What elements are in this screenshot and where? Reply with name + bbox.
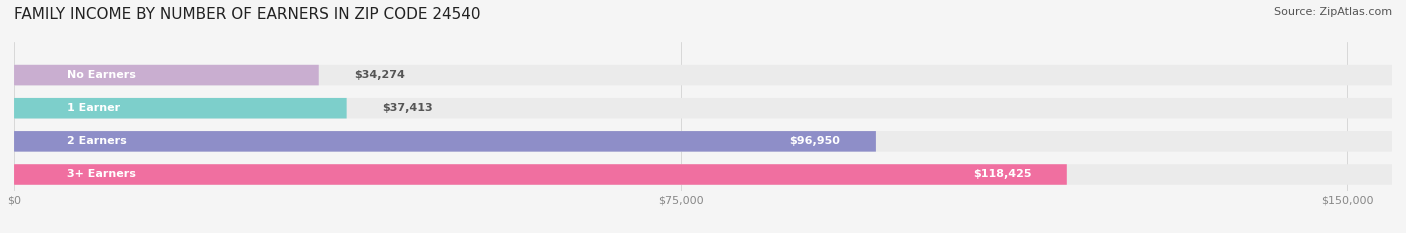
Text: $118,425: $118,425 bbox=[973, 169, 1031, 179]
FancyBboxPatch shape bbox=[14, 65, 1392, 85]
Text: $37,413: $37,413 bbox=[382, 103, 433, 113]
Text: No Earners: No Earners bbox=[67, 70, 136, 80]
FancyBboxPatch shape bbox=[14, 164, 1392, 185]
Text: 1 Earner: 1 Earner bbox=[67, 103, 121, 113]
FancyBboxPatch shape bbox=[14, 98, 1392, 119]
FancyBboxPatch shape bbox=[14, 131, 876, 152]
FancyBboxPatch shape bbox=[14, 131, 1392, 152]
FancyBboxPatch shape bbox=[14, 164, 1067, 185]
Text: 3+ Earners: 3+ Earners bbox=[67, 169, 136, 179]
Text: Source: ZipAtlas.com: Source: ZipAtlas.com bbox=[1274, 7, 1392, 17]
Text: 2 Earners: 2 Earners bbox=[67, 136, 127, 146]
Text: FAMILY INCOME BY NUMBER OF EARNERS IN ZIP CODE 24540: FAMILY INCOME BY NUMBER OF EARNERS IN ZI… bbox=[14, 7, 481, 22]
Text: $96,950: $96,950 bbox=[789, 136, 841, 146]
FancyBboxPatch shape bbox=[14, 65, 319, 85]
FancyBboxPatch shape bbox=[14, 98, 347, 119]
Text: $34,274: $34,274 bbox=[354, 70, 405, 80]
